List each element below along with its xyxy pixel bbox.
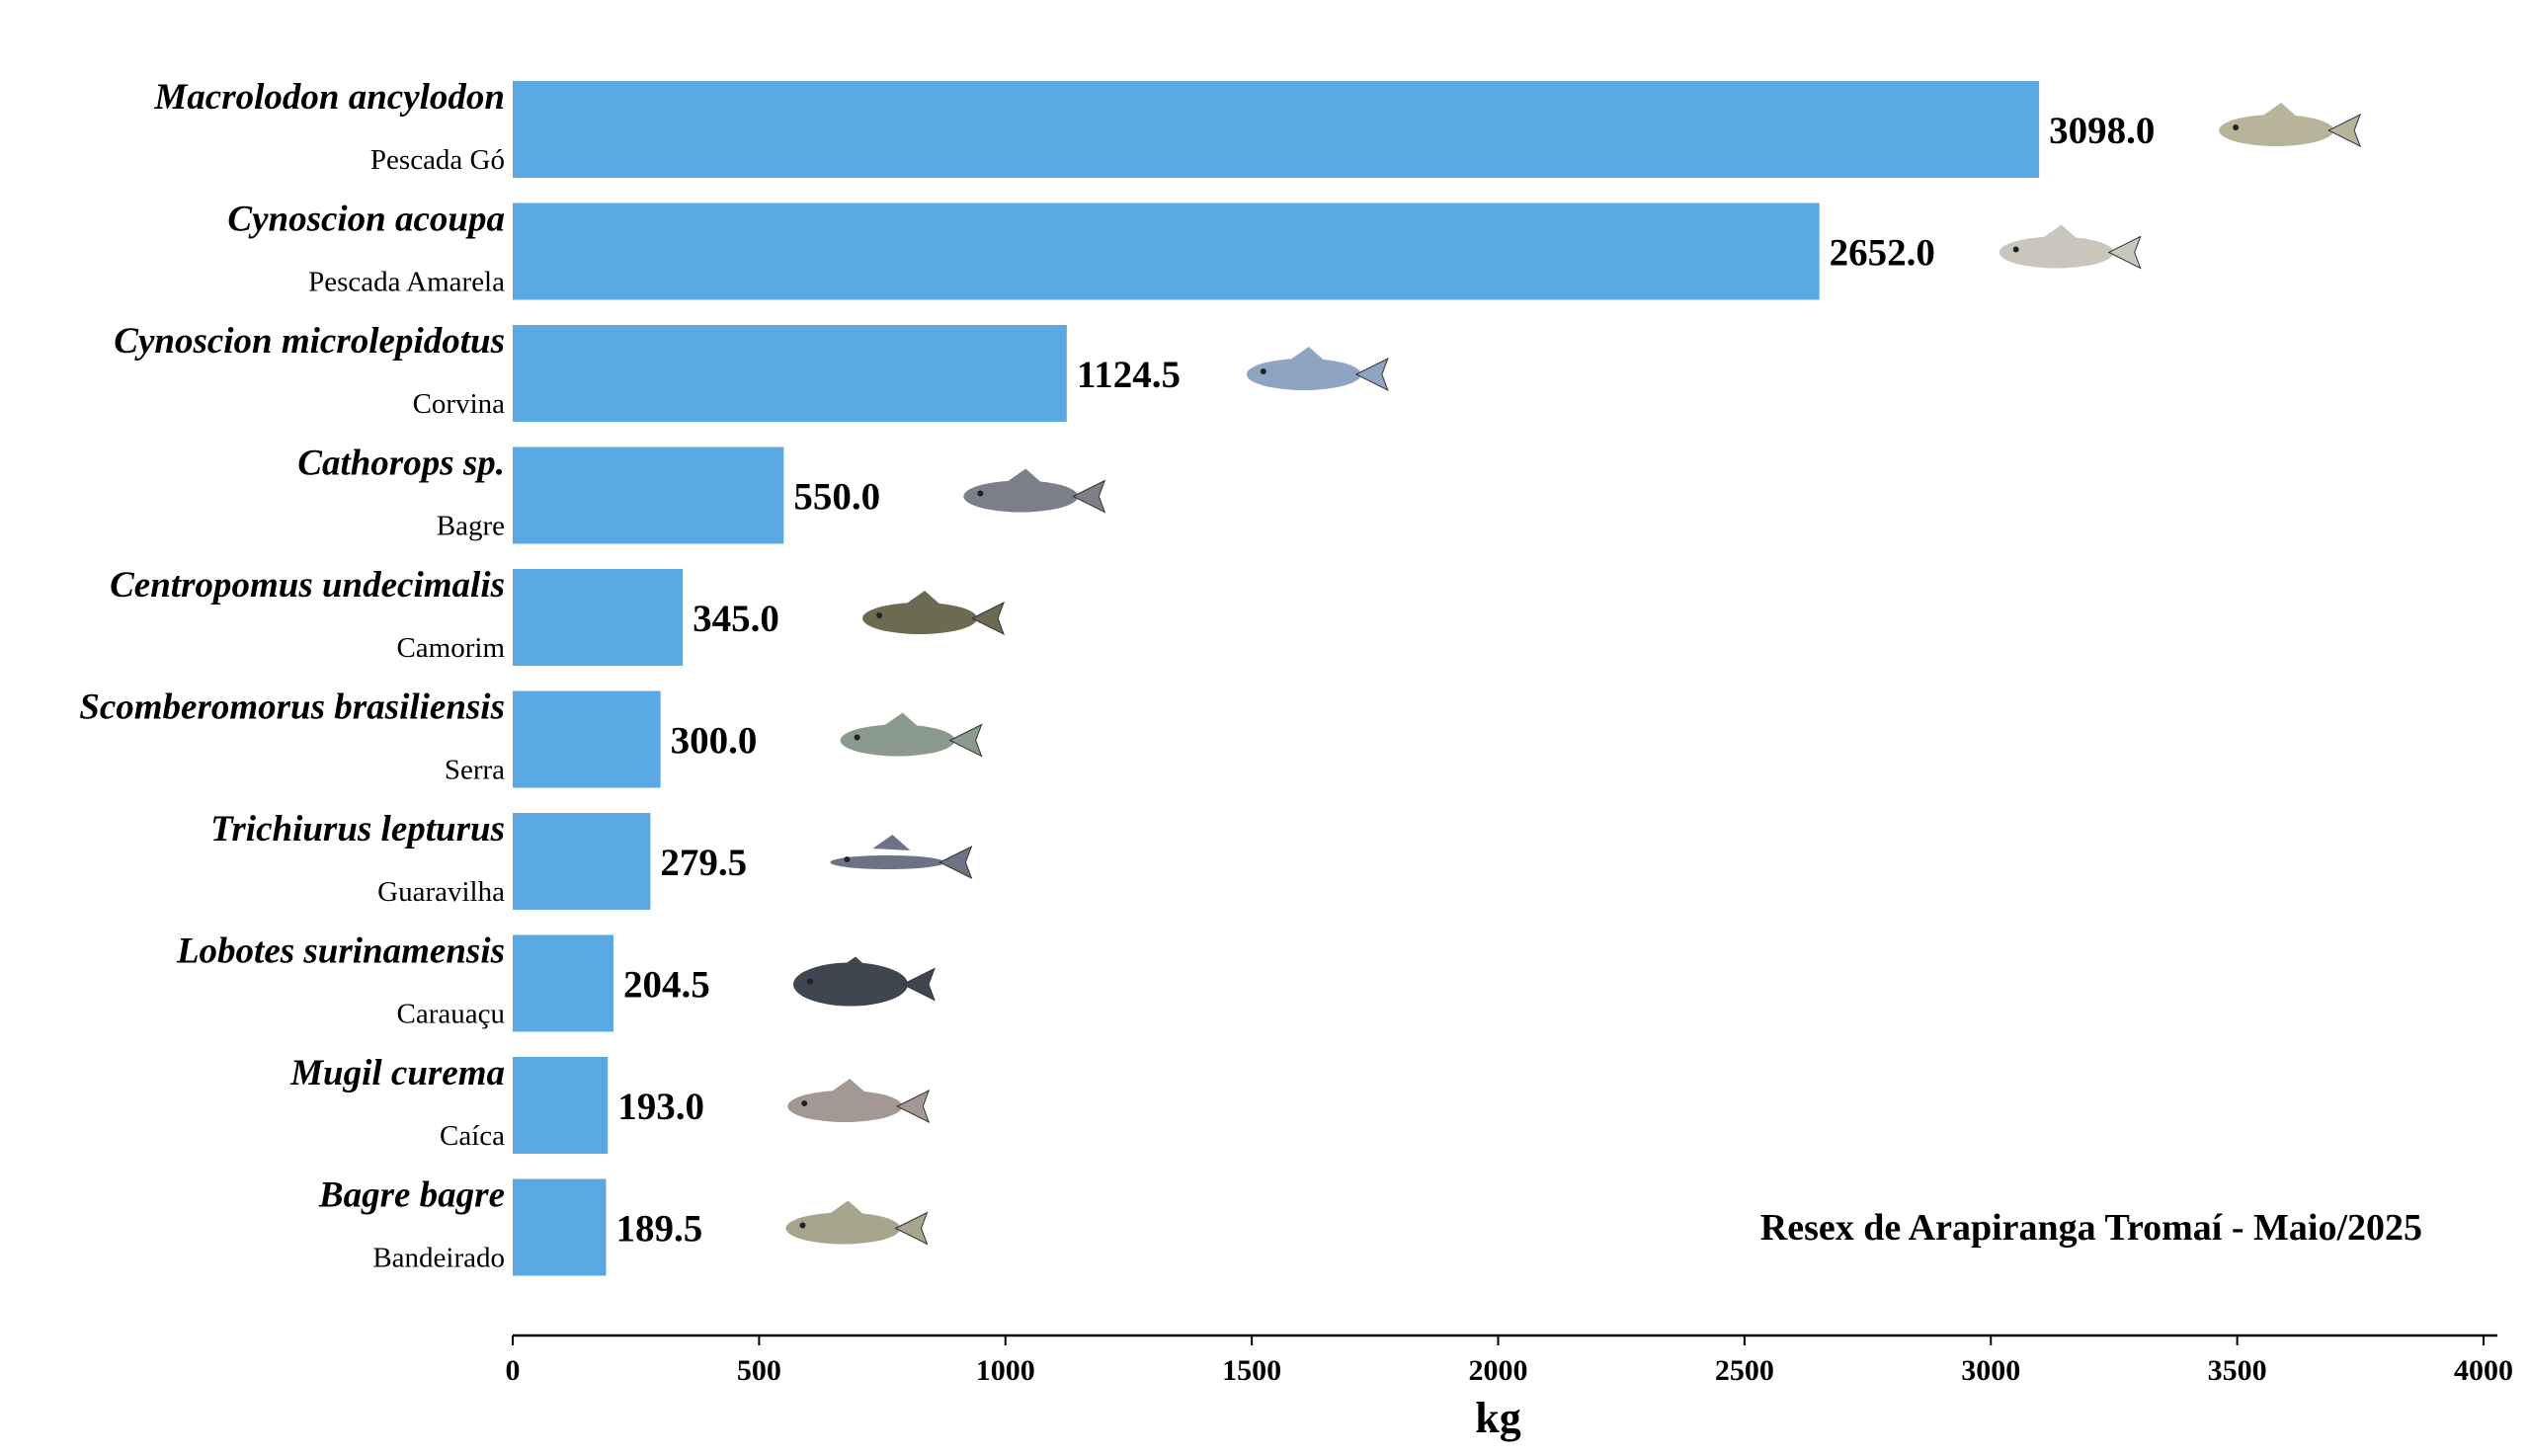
fish-icon xyxy=(862,591,1005,636)
x-tick-label: 1000 xyxy=(976,1354,1035,1387)
species-common-name: Serra xyxy=(445,755,505,786)
species-scientific-name: Scomberomorus brasiliensis xyxy=(79,688,505,728)
species-common-name: Guaravilha xyxy=(377,876,505,908)
species-scientific-name: Bagre bagre xyxy=(318,1175,505,1216)
bar xyxy=(513,1178,607,1276)
data-label: 300.0 xyxy=(671,720,758,763)
fish-icon xyxy=(2219,103,2362,148)
species-common-name: Pescada Amarela xyxy=(308,267,505,298)
x-tick-label: 2000 xyxy=(1469,1354,1528,1387)
data-label: 204.5 xyxy=(623,964,710,1007)
fish-icon xyxy=(963,468,1106,514)
data-label: 193.0 xyxy=(617,1086,704,1128)
x-tick-label: 1500 xyxy=(1222,1354,1281,1387)
species-common-name: Carauaçu xyxy=(397,999,506,1030)
data-label: 3098.0 xyxy=(2049,110,2155,152)
fish-icon xyxy=(1999,224,2142,270)
species-common-name: Corvina xyxy=(413,388,506,420)
bar xyxy=(513,1057,609,1154)
bar xyxy=(513,446,784,544)
data-label: 345.0 xyxy=(693,598,779,640)
chart-annotation: Resex de Arapiranga Tromaí - Maio/2025 xyxy=(1760,1207,2422,1249)
x-tick-label: 4000 xyxy=(2454,1354,2513,1387)
species-scientific-name: Cynoscion acoupa xyxy=(227,200,505,240)
species-scientific-name: Trichiurus lepturus xyxy=(210,809,505,849)
fish-icon xyxy=(792,956,936,1007)
x-tick-label: 3500 xyxy=(2208,1354,2267,1387)
bar xyxy=(513,569,684,666)
bar xyxy=(513,325,1067,422)
x-tick-label: 500 xyxy=(737,1354,781,1387)
x-tick-label: 2500 xyxy=(1715,1354,1774,1387)
data-label: 189.5 xyxy=(616,1208,703,1251)
species-scientific-name: Cynoscion microlepidotus xyxy=(114,321,505,362)
species-scientific-name: Centropomus undecimalis xyxy=(110,565,505,606)
bar xyxy=(513,202,1820,300)
species-scientific-name: Lobotes surinamensis xyxy=(176,931,505,972)
species-scientific-name: Cathorops sp. xyxy=(297,444,505,484)
x-tick-label: 0 xyxy=(506,1354,521,1387)
species-scientific-name: Macrolodon ancylodon xyxy=(153,77,505,118)
species-scientific-name: Mugil curema xyxy=(289,1053,505,1093)
data-label: 2652.0 xyxy=(1830,232,1935,275)
fish-icon xyxy=(787,1079,931,1124)
bar xyxy=(513,813,651,910)
fish-icon xyxy=(785,1200,929,1246)
bar xyxy=(513,690,661,788)
bar xyxy=(513,81,2040,178)
x-tick-label: 3000 xyxy=(1961,1354,2020,1387)
species-common-name: Bandeirado xyxy=(372,1243,505,1274)
fish-icon xyxy=(1246,347,1389,392)
data-label: 279.5 xyxy=(660,842,747,884)
x-axis-label: kg xyxy=(1475,1394,1520,1442)
species-common-name: Caíca xyxy=(440,1120,505,1152)
data-label: 550.0 xyxy=(793,476,880,519)
species-common-name: Bagre xyxy=(437,511,505,542)
data-label: 1124.5 xyxy=(1077,354,1181,396)
fish-icon xyxy=(830,835,973,880)
fish-icon xyxy=(840,712,983,758)
species-common-name: Pescada Gó xyxy=(370,144,505,176)
bar xyxy=(513,934,613,1032)
species-common-name: Camorim xyxy=(396,632,505,664)
